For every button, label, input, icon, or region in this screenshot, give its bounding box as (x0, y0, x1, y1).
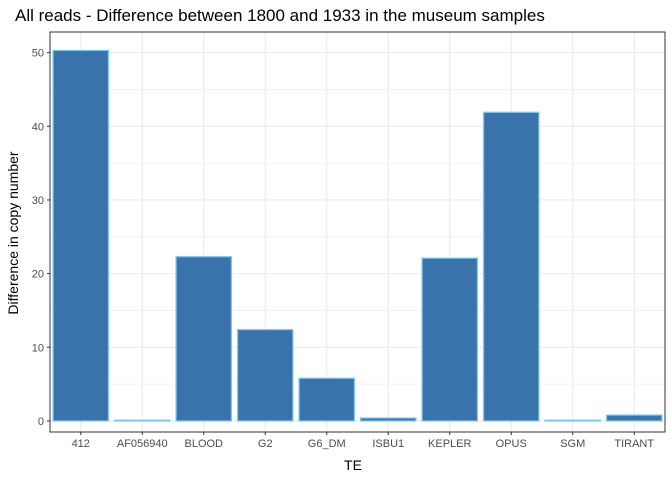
bar-isbu1 (359, 417, 417, 422)
bar-af056940 (113, 419, 171, 422)
bar-kepler (421, 257, 479, 422)
x-axis: 412 AF056940 BLOOD G2 G6_DM ISBU1 KEPLER OPUS SG… (72, 432, 654, 450)
bar-opus (482, 111, 540, 422)
y-tick-label: 50 (32, 48, 44, 60)
x-tick-label: G6_DM (308, 438, 346, 450)
y-tick-label: 20 (32, 269, 44, 281)
bar-sgm (544, 419, 602, 422)
x-tick-label: AF056940 (117, 438, 168, 450)
bar-g2 (236, 328, 294, 422)
grid (50, 32, 665, 432)
x-tick-label: SGM (560, 438, 585, 450)
x-tick-label: TIRANT (614, 438, 654, 450)
x-tick-label: OPUS (496, 438, 527, 450)
bar-blood (175, 256, 233, 422)
x-tick-label: 412 (72, 438, 90, 450)
bar-tirant (605, 414, 663, 422)
x-axis-title: TE (344, 457, 362, 473)
y-axis-title: Difference in copy number (5, 151, 21, 314)
x-tick-label: KEPLER (428, 438, 471, 450)
bar-g6-dm (298, 377, 356, 422)
y-tick-label: 30 (32, 195, 44, 207)
y-axis: 0 10 20 30 40 50 (32, 48, 50, 428)
y-tick-label: 10 (32, 342, 44, 354)
bars (52, 49, 663, 422)
chart-title: All reads - Difference between 1800 and … (15, 6, 545, 25)
x-tick-label: BLOOD (184, 438, 223, 450)
y-tick-label: 40 (32, 121, 44, 133)
y-tick-label: 0 (38, 416, 44, 428)
x-tick-label: ISBU1 (372, 438, 404, 450)
x-tick-label: G2 (258, 438, 273, 450)
plot-panel-border (49, 31, 666, 433)
bar-412 (52, 49, 110, 422)
